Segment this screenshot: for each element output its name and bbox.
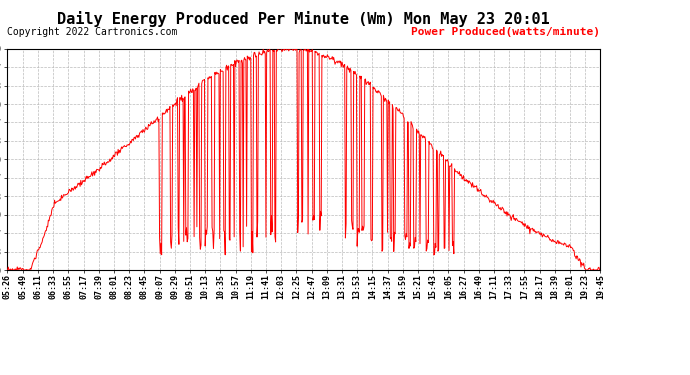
- Text: Copyright 2022 Cartronics.com: Copyright 2022 Cartronics.com: [7, 27, 177, 37]
- Title: Daily Energy Produced Per Minute (Wm) Mon May 23 20:01: Daily Energy Produced Per Minute (Wm) Mo…: [57, 11, 550, 27]
- Text: Power Produced(watts/minute): Power Produced(watts/minute): [411, 27, 600, 37]
